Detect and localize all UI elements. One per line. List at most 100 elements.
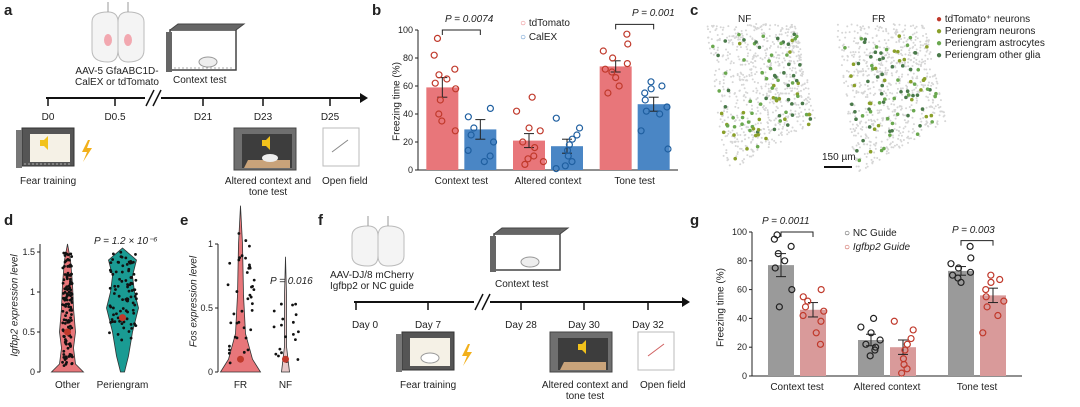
periengram-dot [892, 96, 897, 101]
data-point [129, 322, 133, 326]
cell-dot [908, 51, 911, 54]
data-point [64, 355, 68, 359]
cell-dot [788, 67, 791, 70]
cell-dot [773, 119, 776, 122]
cell-dot [738, 75, 741, 78]
periengram-dot [806, 122, 811, 127]
cell-dot [858, 109, 861, 112]
cell-dot [784, 31, 787, 34]
cell-dot [797, 40, 800, 43]
data-point [116, 316, 120, 320]
data-point [528, 93, 536, 101]
cell-dot [768, 143, 771, 146]
cell-dot [926, 57, 929, 60]
cell-dot [809, 104, 812, 107]
cell-dot [903, 28, 906, 31]
periengram-dot [737, 41, 742, 46]
cell-dot [878, 67, 881, 70]
data-point [111, 258, 114, 261]
cell-dot [849, 51, 852, 54]
cell-dot [923, 43, 926, 46]
context-test-box-icon [166, 23, 246, 72]
cell-dot [756, 148, 759, 151]
cell-dot [761, 32, 764, 35]
cell-dot [790, 24, 793, 27]
periengram-dot [843, 45, 847, 50]
cell-dot [901, 93, 904, 96]
cell-dot [722, 154, 725, 157]
open-field-icon [637, 331, 675, 371]
periengram-dot [767, 59, 771, 63]
data-point [464, 113, 472, 121]
cell-dot [912, 60, 915, 63]
periengram-dot [911, 108, 916, 113]
g-legend-igfbp2: ○ Igfbp2 Guide [844, 242, 910, 253]
cell-dot [800, 84, 803, 87]
periengram-dot [879, 51, 883, 55]
data-point [125, 317, 129, 321]
data-point [521, 160, 529, 168]
data-point [278, 347, 282, 351]
cell-dot [736, 151, 739, 154]
periengram-dot [930, 120, 934, 124]
cell-dot [757, 122, 760, 125]
y-tick-label: 1.5 [22, 247, 35, 257]
cell-dot [770, 128, 773, 131]
cell-dot [733, 136, 736, 139]
cell-dot [726, 110, 729, 113]
cell-dot [774, 109, 777, 112]
periengram-dot [788, 50, 792, 54]
cell-dot [889, 91, 892, 94]
cell-dot [788, 59, 791, 62]
cell-dot [727, 116, 730, 119]
cell-dot [741, 159, 744, 162]
cell-dot [888, 136, 891, 139]
periengram-dot [902, 57, 907, 62]
cell-dot [915, 25, 918, 28]
cell-dot [756, 136, 759, 139]
cell-dot [708, 47, 711, 50]
cell-dot [913, 130, 916, 133]
cell-dot [891, 110, 894, 113]
cell-dot [791, 126, 794, 129]
periengram-dot [760, 70, 764, 75]
data-point [70, 313, 73, 316]
cell-dot [869, 87, 872, 90]
cell-dot [936, 82, 939, 85]
cell-dot [919, 40, 922, 43]
cell-dot [758, 92, 761, 95]
periengram-dot [855, 148, 859, 153]
cell-dot [783, 59, 786, 62]
y-tick-label: 80 [403, 53, 413, 63]
data-point [228, 361, 232, 365]
cell-dot [740, 32, 743, 35]
data-point [245, 271, 249, 274]
periengram-dot [740, 122, 744, 126]
cell-dot [736, 99, 739, 102]
cell-dot [880, 109, 883, 112]
y-tick-label: 20 [737, 342, 747, 352]
cell-dot [853, 104, 856, 107]
cell-dot [802, 115, 805, 118]
cell-dot [721, 121, 724, 124]
cell-dot [738, 78, 741, 81]
data-point [609, 54, 617, 62]
cell-dot [735, 36, 738, 39]
cell-dot [793, 93, 796, 96]
periengram-dot [870, 63, 874, 68]
periengram-dot [790, 38, 795, 43]
periengram-dot [908, 35, 913, 40]
cell-dot [918, 135, 921, 138]
data-point [120, 270, 124, 274]
median-point [237, 355, 244, 363]
cell-dot [776, 54, 779, 57]
cell-dot [865, 48, 868, 51]
cell-dot [873, 73, 876, 76]
data-point [451, 65, 459, 73]
panel-letter-c: c [690, 2, 699, 19]
cell-dot [919, 49, 922, 52]
cell-dot [865, 111, 868, 114]
cell-dot [714, 69, 717, 72]
cell-dot [886, 45, 889, 48]
